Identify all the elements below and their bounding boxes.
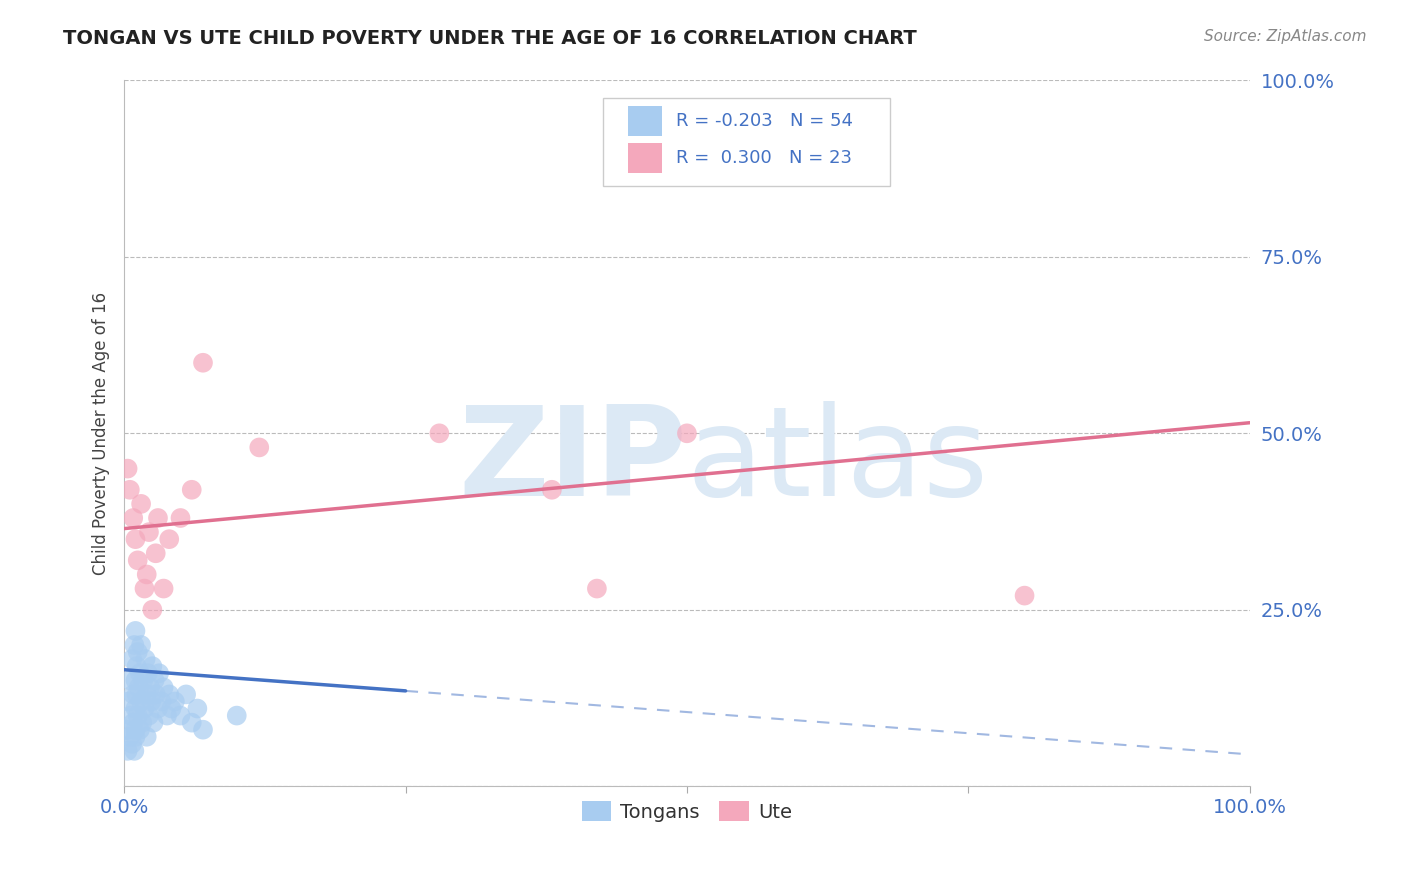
Text: R = -0.203   N = 54: R = -0.203 N = 54 bbox=[676, 112, 852, 130]
Point bbox=[141, 603, 163, 617]
Point bbox=[124, 744, 146, 758]
Point bbox=[118, 483, 141, 497]
Point bbox=[132, 673, 155, 688]
Point bbox=[156, 708, 179, 723]
Point bbox=[150, 694, 173, 708]
Point bbox=[124, 532, 146, 546]
Point bbox=[138, 525, 160, 540]
Point bbox=[134, 701, 156, 715]
Point bbox=[148, 666, 170, 681]
Point bbox=[152, 582, 174, 596]
Point bbox=[146, 701, 169, 715]
Point bbox=[118, 673, 141, 688]
Point bbox=[122, 687, 145, 701]
Point bbox=[142, 715, 165, 730]
Bar bbox=[628, 144, 662, 173]
Point bbox=[120, 708, 142, 723]
Point bbox=[115, 723, 138, 737]
Point bbox=[124, 730, 146, 744]
Point bbox=[117, 744, 139, 758]
Point bbox=[124, 723, 146, 737]
Point bbox=[191, 356, 214, 370]
Legend: Tongans, Ute: Tongans, Ute bbox=[574, 793, 800, 830]
Point bbox=[180, 715, 202, 730]
Text: TONGAN VS UTE CHILD POVERTY UNDER THE AGE OF 16 CORRELATION CHART: TONGAN VS UTE CHILD POVERTY UNDER THE AG… bbox=[63, 29, 917, 47]
Point bbox=[146, 511, 169, 525]
Point bbox=[121, 737, 143, 751]
Y-axis label: Child Poverty Under the Age of 16: Child Poverty Under the Age of 16 bbox=[93, 292, 110, 574]
Point bbox=[180, 483, 202, 497]
Point bbox=[135, 567, 157, 582]
Point bbox=[135, 652, 157, 666]
Point bbox=[135, 687, 157, 701]
Text: R =  0.300   N = 23: R = 0.300 N = 23 bbox=[676, 149, 852, 167]
Point bbox=[131, 715, 153, 730]
Text: Source: ZipAtlas.com: Source: ZipAtlas.com bbox=[1204, 29, 1367, 44]
Point bbox=[225, 708, 247, 723]
Point bbox=[128, 681, 150, 695]
Point bbox=[124, 701, 146, 715]
Point bbox=[541, 483, 564, 497]
Text: atlas: atlas bbox=[688, 401, 988, 522]
Point bbox=[136, 666, 159, 681]
Point bbox=[141, 659, 163, 673]
Point bbox=[676, 426, 699, 441]
Point bbox=[186, 701, 208, 715]
Point bbox=[129, 497, 152, 511]
Point bbox=[129, 638, 152, 652]
Point bbox=[152, 681, 174, 695]
Point bbox=[118, 730, 141, 744]
Point bbox=[118, 694, 141, 708]
Point bbox=[127, 645, 149, 659]
Point bbox=[121, 652, 143, 666]
Point bbox=[191, 723, 214, 737]
Point bbox=[125, 659, 148, 673]
Point bbox=[174, 687, 197, 701]
Point bbox=[1014, 589, 1036, 603]
Point bbox=[124, 624, 146, 638]
Point bbox=[143, 673, 166, 688]
Point bbox=[163, 694, 186, 708]
Point bbox=[160, 701, 183, 715]
Point bbox=[124, 638, 146, 652]
Point bbox=[129, 723, 152, 737]
Text: ZIP: ZIP bbox=[458, 401, 688, 522]
Point bbox=[145, 546, 167, 560]
Point bbox=[138, 708, 160, 723]
Point bbox=[125, 687, 148, 701]
Point bbox=[127, 553, 149, 567]
Point bbox=[139, 681, 162, 695]
Point bbox=[124, 673, 146, 688]
Point bbox=[122, 511, 145, 525]
Point bbox=[135, 730, 157, 744]
Point bbox=[122, 715, 145, 730]
Point bbox=[169, 511, 191, 525]
Point bbox=[157, 687, 180, 701]
Point bbox=[586, 582, 609, 596]
Point bbox=[134, 582, 156, 596]
Point bbox=[127, 708, 149, 723]
Point bbox=[141, 694, 163, 708]
FancyBboxPatch shape bbox=[603, 98, 890, 186]
Point bbox=[129, 694, 152, 708]
Point bbox=[247, 441, 270, 455]
Point bbox=[117, 461, 139, 475]
Point bbox=[145, 687, 167, 701]
Point bbox=[427, 426, 450, 441]
Bar bbox=[628, 106, 662, 136]
Point bbox=[169, 708, 191, 723]
Point bbox=[129, 666, 152, 681]
Point bbox=[157, 532, 180, 546]
